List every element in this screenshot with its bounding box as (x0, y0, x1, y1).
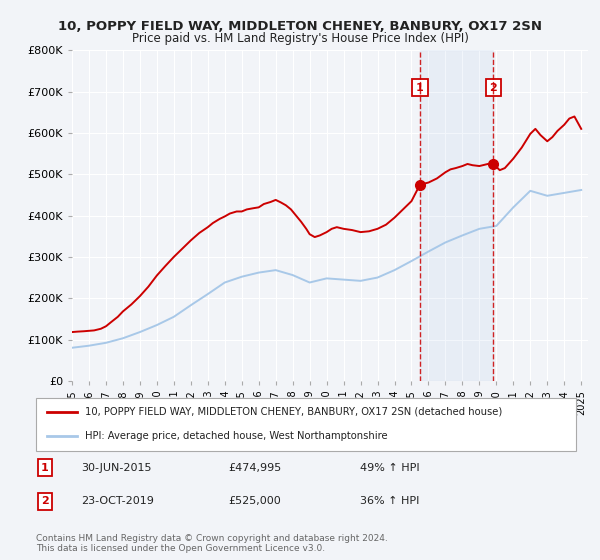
Text: £474,995: £474,995 (228, 463, 281, 473)
Text: 1: 1 (41, 463, 49, 473)
Text: 10, POPPY FIELD WAY, MIDDLETON CHENEY, BANBURY, OX17 2SN: 10, POPPY FIELD WAY, MIDDLETON CHENEY, B… (58, 20, 542, 32)
Text: £525,000: £525,000 (228, 496, 281, 506)
Text: 1: 1 (416, 82, 424, 92)
Text: 30-JUN-2015: 30-JUN-2015 (81, 463, 151, 473)
Text: HPI: Average price, detached house, West Northamptonshire: HPI: Average price, detached house, West… (85, 431, 387, 441)
Text: 36% ↑ HPI: 36% ↑ HPI (360, 496, 419, 506)
Text: Price paid vs. HM Land Registry's House Price Index (HPI): Price paid vs. HM Land Registry's House … (131, 32, 469, 45)
Text: 2: 2 (490, 82, 497, 92)
Text: 49% ↑ HPI: 49% ↑ HPI (360, 463, 419, 473)
Text: Contains HM Land Registry data © Crown copyright and database right 2024.
This d: Contains HM Land Registry data © Crown c… (36, 534, 388, 553)
Text: 23-OCT-2019: 23-OCT-2019 (81, 496, 154, 506)
Text: 10, POPPY FIELD WAY, MIDDLETON CHENEY, BANBURY, OX17 2SN (detached house): 10, POPPY FIELD WAY, MIDDLETON CHENEY, B… (85, 407, 502, 417)
Bar (420, 50, 493, 381)
Text: 2: 2 (41, 496, 49, 506)
